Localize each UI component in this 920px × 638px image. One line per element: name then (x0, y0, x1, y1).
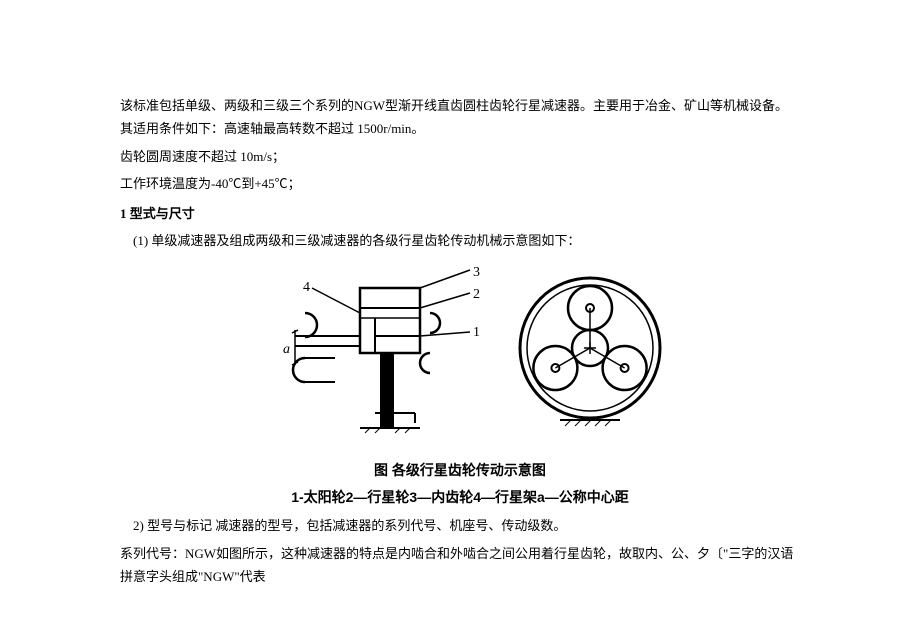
intro-paragraph: 该标准包括单级、两级和三级三个系列的NGW型渐开线直齿圆柱齿轮行星减速器。主要用… (120, 94, 800, 141)
label-1: 1 (473, 325, 480, 340)
item-1-text: (1) 单级减速器及组成两级和三级减速器的各级行星齿轮传动机械示意图如下： (120, 229, 800, 252)
label-a: a (283, 342, 290, 357)
series-code-text: 系列代号：NGW如图所示，这种减速器的特点是内啮合和外啮合之间公用着行星齿轮，故… (120, 542, 800, 589)
figure-caption-line2: 1-太阳轮2—行星轮3—内齿轮4—行星架a—公称中心距 (120, 487, 800, 508)
section-1-header: 1 型式与尺寸 (120, 202, 800, 225)
planetary-gear-diagram: 3 2 1 4 (220, 258, 700, 458)
label-3: 3 (473, 265, 480, 280)
label-2: 2 (473, 287, 480, 302)
label-4: 4 (303, 280, 310, 295)
spec-speed: 齿轮圆周速度不超过 10m/s； (120, 145, 800, 168)
item-2-text: 2) 型号与标记 减速器的型号，包括减速器的系列代号、机座号、传动级数。 (120, 514, 800, 537)
figure-caption-line1: 图 各级行星齿轮传动示意图 (120, 460, 800, 481)
spec-temperature: 工作环境温度为-40℃到+45℃； (120, 172, 800, 195)
figure-container: 3 2 1 4 (120, 258, 800, 508)
